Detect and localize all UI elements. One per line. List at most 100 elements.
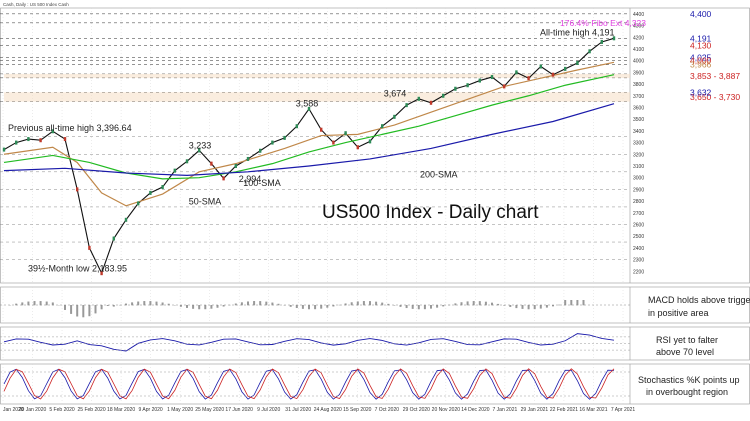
price-point [588,49,591,54]
macd-histogram-bar [143,301,146,306]
macd-histogram-bar [70,305,73,314]
x-tick-label: 16 Mar 2021 [579,407,607,413]
price-point [234,163,237,168]
y-tick-label: 2800 [633,199,644,205]
stoch-k-line [3,368,615,400]
price-point [198,148,201,153]
y-tick-label: 3800 [633,82,644,88]
macd-histogram-bar [64,305,66,310]
right-level-label: 4,000 [690,56,712,66]
right-level-label: 4,025 [690,53,712,63]
macd-histogram-bar [478,301,481,306]
y-tick-label: 3900 [633,70,644,76]
macd-histogram-bar [582,300,585,306]
sma-50-line [3,61,615,207]
x-tick-label: 31 Jul 2020 [285,407,311,413]
macd-histogram-bar [393,305,396,306]
price-point [539,64,542,69]
macd-histogram-bar [552,305,554,307]
price-point [63,137,67,142]
annotation: 3,674 [384,88,407,98]
price-point [76,187,79,192]
price-point [2,147,6,152]
macd-histogram-bar [45,301,48,306]
price-point [442,93,445,98]
chart-header: Cash, Daily : US 500 Index Cash [3,2,69,7]
right-level-label: 4,400 [690,9,712,19]
macd-histogram-bar [521,305,524,309]
y-tick-label: 4100 [633,47,644,53]
x-tick-label: 29 Jan 2021 [521,407,549,413]
price-point [271,140,274,145]
price-point [503,84,506,89]
price-point [466,83,469,88]
price-point [356,145,359,150]
y-tick-label: 2300 [633,258,644,264]
y-tick-label: 3300 [633,141,644,147]
macd-histogram-bar [82,305,85,318]
x-tick-label: 7 Jan 2021 [493,407,518,413]
macd-histogram-bar [344,303,347,306]
chart-title: US500 Index - Daily chart [322,202,539,223]
price-point [173,168,176,173]
macd-histogram-bar [338,304,341,306]
macd-histogram-bar [125,303,127,306]
macd-histogram-bar [387,303,390,306]
price-point [381,124,384,129]
price-point [320,127,323,132]
macd-histogram-bar [460,302,463,306]
price-point [222,176,225,181]
macd-histogram-bar [289,305,292,307]
macd-histogram-bar [417,305,420,310]
price-point [368,139,372,144]
right-level-label: 176.4% Fibo Ext 4,323 [560,18,646,28]
macd-histogram-bar [509,305,512,307]
rsi-label: above 70 level [656,347,714,357]
macd-histogram-bar [51,302,54,306]
price-point [405,103,408,108]
macd-histogram-bar [405,305,408,309]
stoch-panel [0,363,750,405]
macd-histogram-bar [240,302,243,306]
price-point [161,185,164,190]
price-point [39,138,42,143]
right-level-label: 3,650 - 3,730 [690,92,740,102]
macd-histogram-bar [33,301,36,306]
price-point [246,156,250,161]
price-point [112,236,115,241]
macd-histogram-bar [564,300,567,306]
macd-histogram-bar [161,302,164,306]
macd-histogram-bar [216,305,219,308]
macd-histogram-bar [314,305,317,310]
y-tick-label: 3700 [633,94,644,100]
right-level-label: 3,853 - 3,887 [690,71,740,81]
price-point [307,106,311,111]
macd-histogram-bar [539,305,542,309]
y-tick-label: 4200 [633,35,644,41]
macd-histogram-bar [399,305,402,307]
main-panel [0,7,750,284]
price-point [429,100,433,105]
x-tick-label: 20 Nov 2020 [432,407,461,413]
macd-histogram-bar [430,305,432,309]
price-point [137,201,140,206]
macd-histogram-bar [576,300,579,306]
y-tick-label: 3500 [633,117,644,123]
price-point [490,75,494,80]
macd-histogram-bar [94,305,97,314]
zone-3650-3730 [4,92,630,102]
price-point [393,114,396,119]
macd-histogram-bar [484,301,487,306]
macd-histogram-bar [454,303,457,306]
macd-histogram-bar [497,303,500,306]
price-point [124,217,128,222]
y-tick-label: 3200 [633,152,644,158]
x-tick-label: 29 Oct 2020 [403,407,430,413]
macd-histogram-bar [100,305,103,310]
y-tick-label: 2200 [633,269,644,275]
price-point [454,86,457,91]
price-point [600,39,603,44]
price-point [612,36,616,41]
x-tick-label: 15 Sep 2020 [343,407,372,413]
